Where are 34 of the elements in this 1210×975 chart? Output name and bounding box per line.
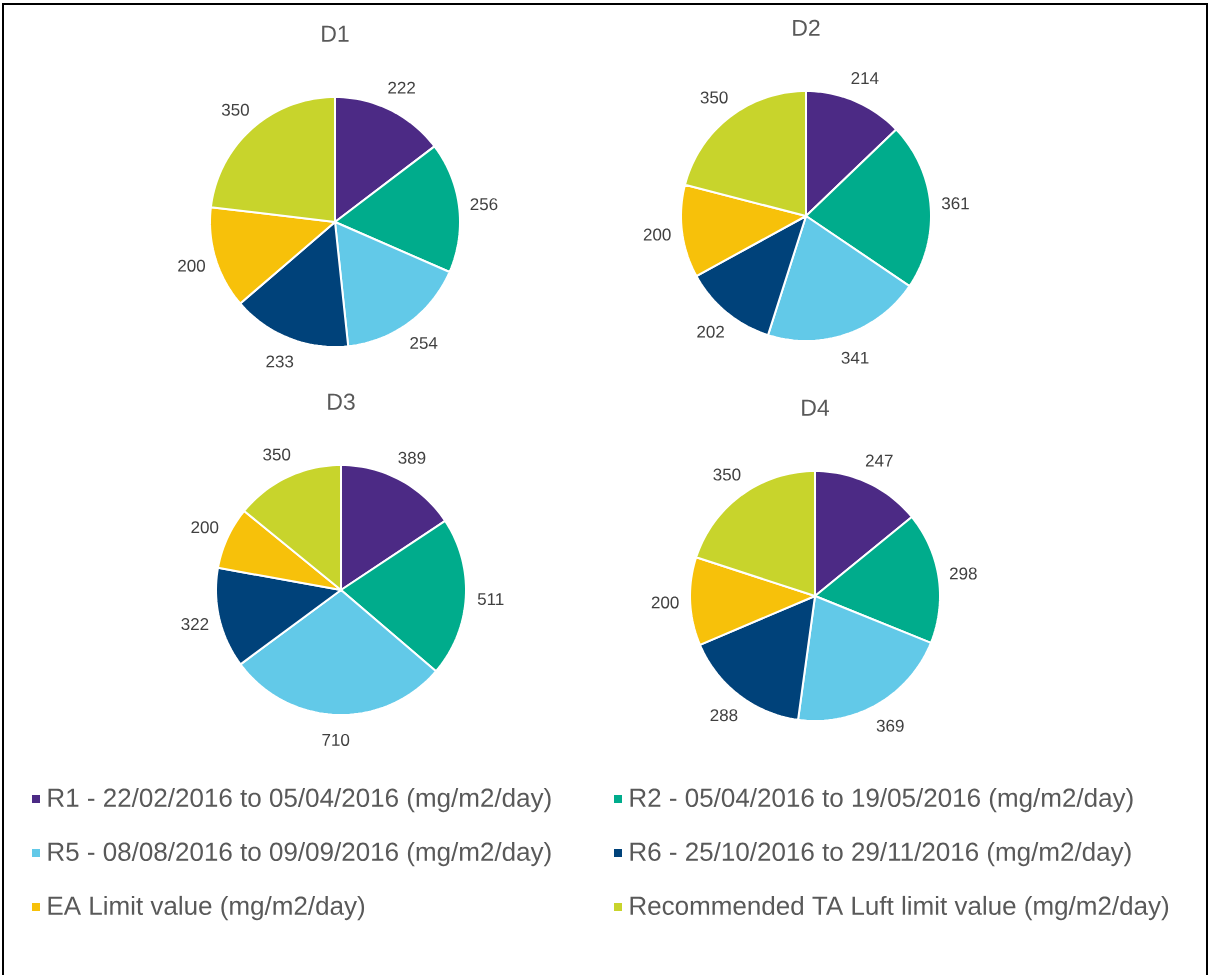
data-label: 341 <box>841 351 869 364</box>
data-label: 361 <box>941 197 969 210</box>
legend-label: R6 - 25/10/2016 to 29/11/2016 (mg/m2/day) <box>630 841 1131 867</box>
data-label: 200 <box>643 228 671 241</box>
chart-title: D4 <box>802 399 830 416</box>
data-label: 254 <box>410 336 438 349</box>
data-label: 200 <box>651 596 679 609</box>
data-label: 200 <box>178 259 206 272</box>
chart-title: D1 <box>322 25 349 42</box>
data-label: 222 <box>388 81 415 94</box>
data-label: 256 <box>470 198 498 211</box>
chart-title: D3 <box>328 393 355 410</box>
data-label: 511 <box>477 593 504 606</box>
data-label: 350 <box>700 91 728 104</box>
data-label: 389 <box>398 451 426 464</box>
data-label: 247 <box>865 454 893 467</box>
data-label: 322 <box>181 618 209 631</box>
data-label: 288 <box>710 709 738 722</box>
chart-title: D2 <box>793 19 820 36</box>
data-label: 200 <box>191 521 219 534</box>
legend-label: R1 - 22/02/2016 to 05/04/2016 (mg/m2/day) <box>48 787 551 813</box>
data-label: 369 <box>876 719 904 732</box>
legend-label: R5 - 08/08/2016 to 09/09/2016 (mg/m2/day) <box>48 841 551 867</box>
legend-label: EA Limit value (mg/m2/day) <box>48 895 365 921</box>
data-label: 214 <box>851 72 879 84</box>
data-label: 350 <box>713 468 741 481</box>
data-label: 233 <box>266 355 294 368</box>
data-label: 710 <box>322 733 350 746</box>
data-label: 350 <box>263 448 291 461</box>
data-label: 350 <box>221 103 249 116</box>
data-label: 202 <box>697 325 724 338</box>
legend-label: Recommended TA Luft limit value (mg/m2/day) <box>630 895 1169 921</box>
data-label: 298 <box>949 567 977 580</box>
legend-label: R2 - 05/04/2016 to 19/05/2016 (mg/m2/day) <box>630 787 1133 813</box>
